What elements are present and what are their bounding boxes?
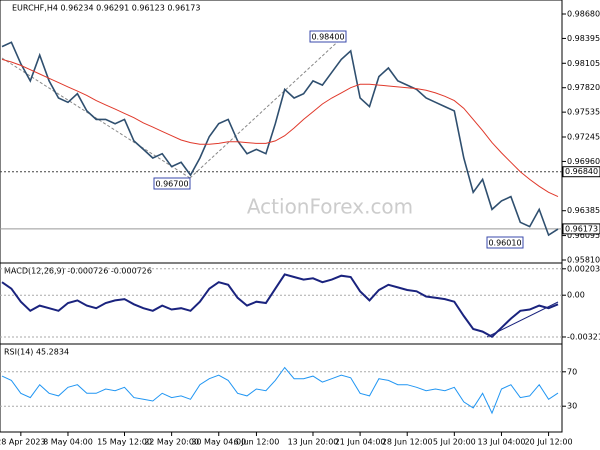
price-label: 0.96173 [565, 224, 598, 233]
annotation-box [309, 30, 347, 43]
y-tick-label: 0.98105 [567, 59, 600, 68]
y-tick-label: 0.00 [567, 291, 585, 300]
price-line-series [1, 41, 559, 237]
y-tick-label: 0.98680 [567, 10, 600, 19]
annotation-box [153, 177, 191, 190]
annotation: 0.96700 [155, 180, 188, 189]
y-tick-label: 0.97820 [567, 83, 600, 92]
x-tick-label: 20 Jul 12:00 [525, 438, 573, 447]
annotation: 0.96010 [488, 239, 521, 248]
trendline [189, 34, 346, 179]
x-tick-label: 13 Jun 20:00 [288, 438, 339, 447]
rsi-line [1, 366, 559, 415]
price-label-box [562, 223, 600, 235]
price-line-series [1, 58, 559, 198]
y-tick-label: 70 [567, 367, 577, 376]
y-tick-label: 0.98395 [567, 34, 600, 43]
x-tick-label: 8 May 04:00 [43, 438, 93, 447]
y-tick-label: 0.002031 [567, 264, 600, 273]
y-tick-label: 0.96385 [567, 206, 600, 215]
annotation-box [486, 236, 524, 249]
x-tick-label: 28 Jun 12:00 [382, 438, 433, 447]
macd-label: MACD(12,26,9) -0.000726 -0.000726 [4, 267, 152, 276]
y-tick-label: -0.003214 [567, 332, 600, 341]
y-tick-label: 0.96095 [567, 231, 600, 240]
chart-title: EURCHF,H4 0.96234 0.96291 0.96123 0.9617… [12, 4, 200, 13]
x-tick-label: 15 May 12:00 [97, 438, 152, 447]
x-tick-label: 21 Jun 04:00 [335, 438, 386, 447]
trendline [1, 57, 191, 179]
price-label-box [562, 166, 600, 178]
watermark: ActionForex.com [247, 195, 413, 219]
price-label: 0.96840 [565, 167, 598, 176]
y-tick-label: 0.97535 [567, 108, 600, 117]
x-tick-label: 13 Jul 04:00 [477, 438, 525, 447]
x-tick-label: 22 May 20:00 [144, 438, 199, 447]
y-tick-label: 0.96960 [567, 157, 600, 166]
frame [0, 0, 563, 433]
x-tick-label: 5 Jul 20:00 [433, 438, 476, 447]
y-tick-label: 0.97245 [567, 133, 600, 142]
annotation: 0.98400 [311, 33, 344, 42]
x-tick-label: 30 May 04:00 [191, 438, 246, 447]
x-tick-label: 28 Apr 2023 [0, 438, 46, 447]
y-tick-label: 0.95810 [567, 256, 600, 265]
macd-line [1, 273, 559, 339]
y-tick-label: 30 [567, 402, 577, 411]
rsi-label: RSI(14) 45.2834 [4, 348, 69, 357]
x-tick-label: 6 Jun 12:00 [234, 438, 280, 447]
